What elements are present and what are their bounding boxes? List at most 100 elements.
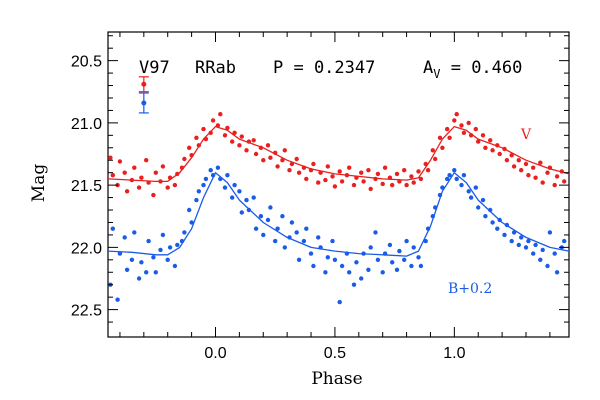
amplitude-subscript: V: [433, 67, 440, 81]
data-point-v: [488, 138, 493, 143]
series-label-v: V: [520, 127, 532, 143]
data-point-b: [330, 238, 335, 244]
data-point-b: [411, 245, 416, 250]
data-point-b: [122, 235, 127, 240]
data-point-b: [301, 238, 307, 244]
data-point-v: [430, 148, 435, 153]
data-point-b: [132, 230, 137, 235]
data-point-v: [175, 171, 180, 177]
data-point-b: [454, 176, 459, 182]
data-point-b: [490, 220, 495, 225]
data-point-b: [476, 205, 481, 210]
data-point-v: [275, 164, 280, 169]
data-point-v: [476, 139, 481, 144]
data-point-v: [261, 158, 266, 163]
data-point-v: [531, 165, 536, 170]
data-point-b: [225, 173, 230, 178]
data-point-v: [108, 155, 113, 160]
data-point-b: [294, 230, 299, 235]
data-point-b: [208, 168, 213, 173]
data-point-v: [117, 159, 123, 164]
data-point-b: [351, 282, 357, 287]
data-point-b: [523, 245, 529, 250]
header-period: P = 0.2347: [273, 58, 375, 78]
data-point-b: [459, 182, 464, 188]
data-point-v: [253, 151, 259, 157]
data-point-v: [538, 160, 543, 165]
data-point-b: [495, 226, 500, 231]
data-point-b: [261, 232, 266, 238]
plot-frame: [107, 31, 570, 338]
data-point-b: [189, 220, 194, 225]
data-point-v: [196, 143, 201, 148]
data-point-b: [497, 217, 502, 223]
data-point-v: [347, 165, 352, 170]
data-point-v: [129, 177, 135, 183]
data-point-b: [165, 257, 170, 262]
data-point-v: [265, 143, 271, 148]
data-point-v: [318, 170, 323, 175]
data-point-v: [552, 182, 557, 188]
data-point-b: [182, 230, 187, 235]
data-point-v: [208, 130, 213, 135]
data-point-v: [497, 151, 502, 157]
data-point-v: [122, 170, 127, 175]
x-axis-title: Phase: [311, 369, 362, 389]
data-point-b: [552, 251, 557, 256]
data-point-b: [167, 245, 173, 250]
data-point-b: [308, 251, 314, 256]
data-point-v: [325, 164, 330, 169]
data-point-b: [210, 173, 216, 178]
data-point-v: [504, 158, 510, 163]
data-point-v: [533, 175, 538, 180]
data-point-b: [230, 195, 235, 200]
data-point-v: [445, 126, 450, 132]
data-point-b: [218, 176, 223, 182]
data-point-v: [394, 171, 400, 177]
data-point-b: [547, 230, 553, 235]
x-tick-label: 0.5: [324, 345, 346, 362]
data-point-v: [354, 175, 359, 180]
data-point-b: [440, 185, 445, 190]
data-point-v: [473, 126, 478, 132]
data-point-b: [311, 263, 316, 269]
data-point-v: [172, 182, 178, 188]
data-point-v: [222, 133, 228, 138]
data-point-b: [124, 267, 130, 272]
data-point-v: [409, 174, 414, 179]
data-point-v: [447, 135, 452, 140]
axis-ticks-group: 0.0 0.5 1.0 20.5 21.0 21.5 22.0 22.5: [71, 32, 569, 362]
data-point-b: [268, 205, 273, 210]
data-point-v: [368, 186, 373, 192]
data-point-b: [545, 263, 550, 269]
data-point-b: [445, 176, 450, 182]
data-point-b: [304, 226, 309, 231]
data-point-v: [359, 170, 364, 175]
data-point-b: [239, 210, 244, 215]
data-point-b: [461, 173, 467, 178]
data-point-v: [351, 182, 357, 188]
data-point-b: [430, 214, 435, 219]
data-point-v: [124, 189, 130, 194]
data-point-v: [337, 169, 342, 174]
data-point-b: [136, 276, 142, 281]
data-point-v: [511, 164, 517, 169]
data-point-b: [368, 245, 373, 250]
data-point-b: [110, 226, 116, 231]
data-point-v: [339, 179, 345, 184]
data-point-b: [289, 220, 295, 225]
data-point-v: [110, 173, 116, 178]
data-point-v: [239, 134, 244, 139]
data-point-v: [437, 135, 443, 140]
x-tick-label: 1.0: [443, 345, 465, 362]
data-point-v: [136, 185, 142, 190]
data-point-b: [531, 251, 536, 256]
data-point-b: [447, 173, 452, 178]
data-point-v: [418, 176, 424, 182]
data-point-v: [433, 156, 438, 162]
data-point-v: [194, 135, 199, 140]
data-point-v: [495, 143, 500, 148]
data-point-b: [153, 270, 158, 275]
data-point-b: [222, 185, 228, 190]
